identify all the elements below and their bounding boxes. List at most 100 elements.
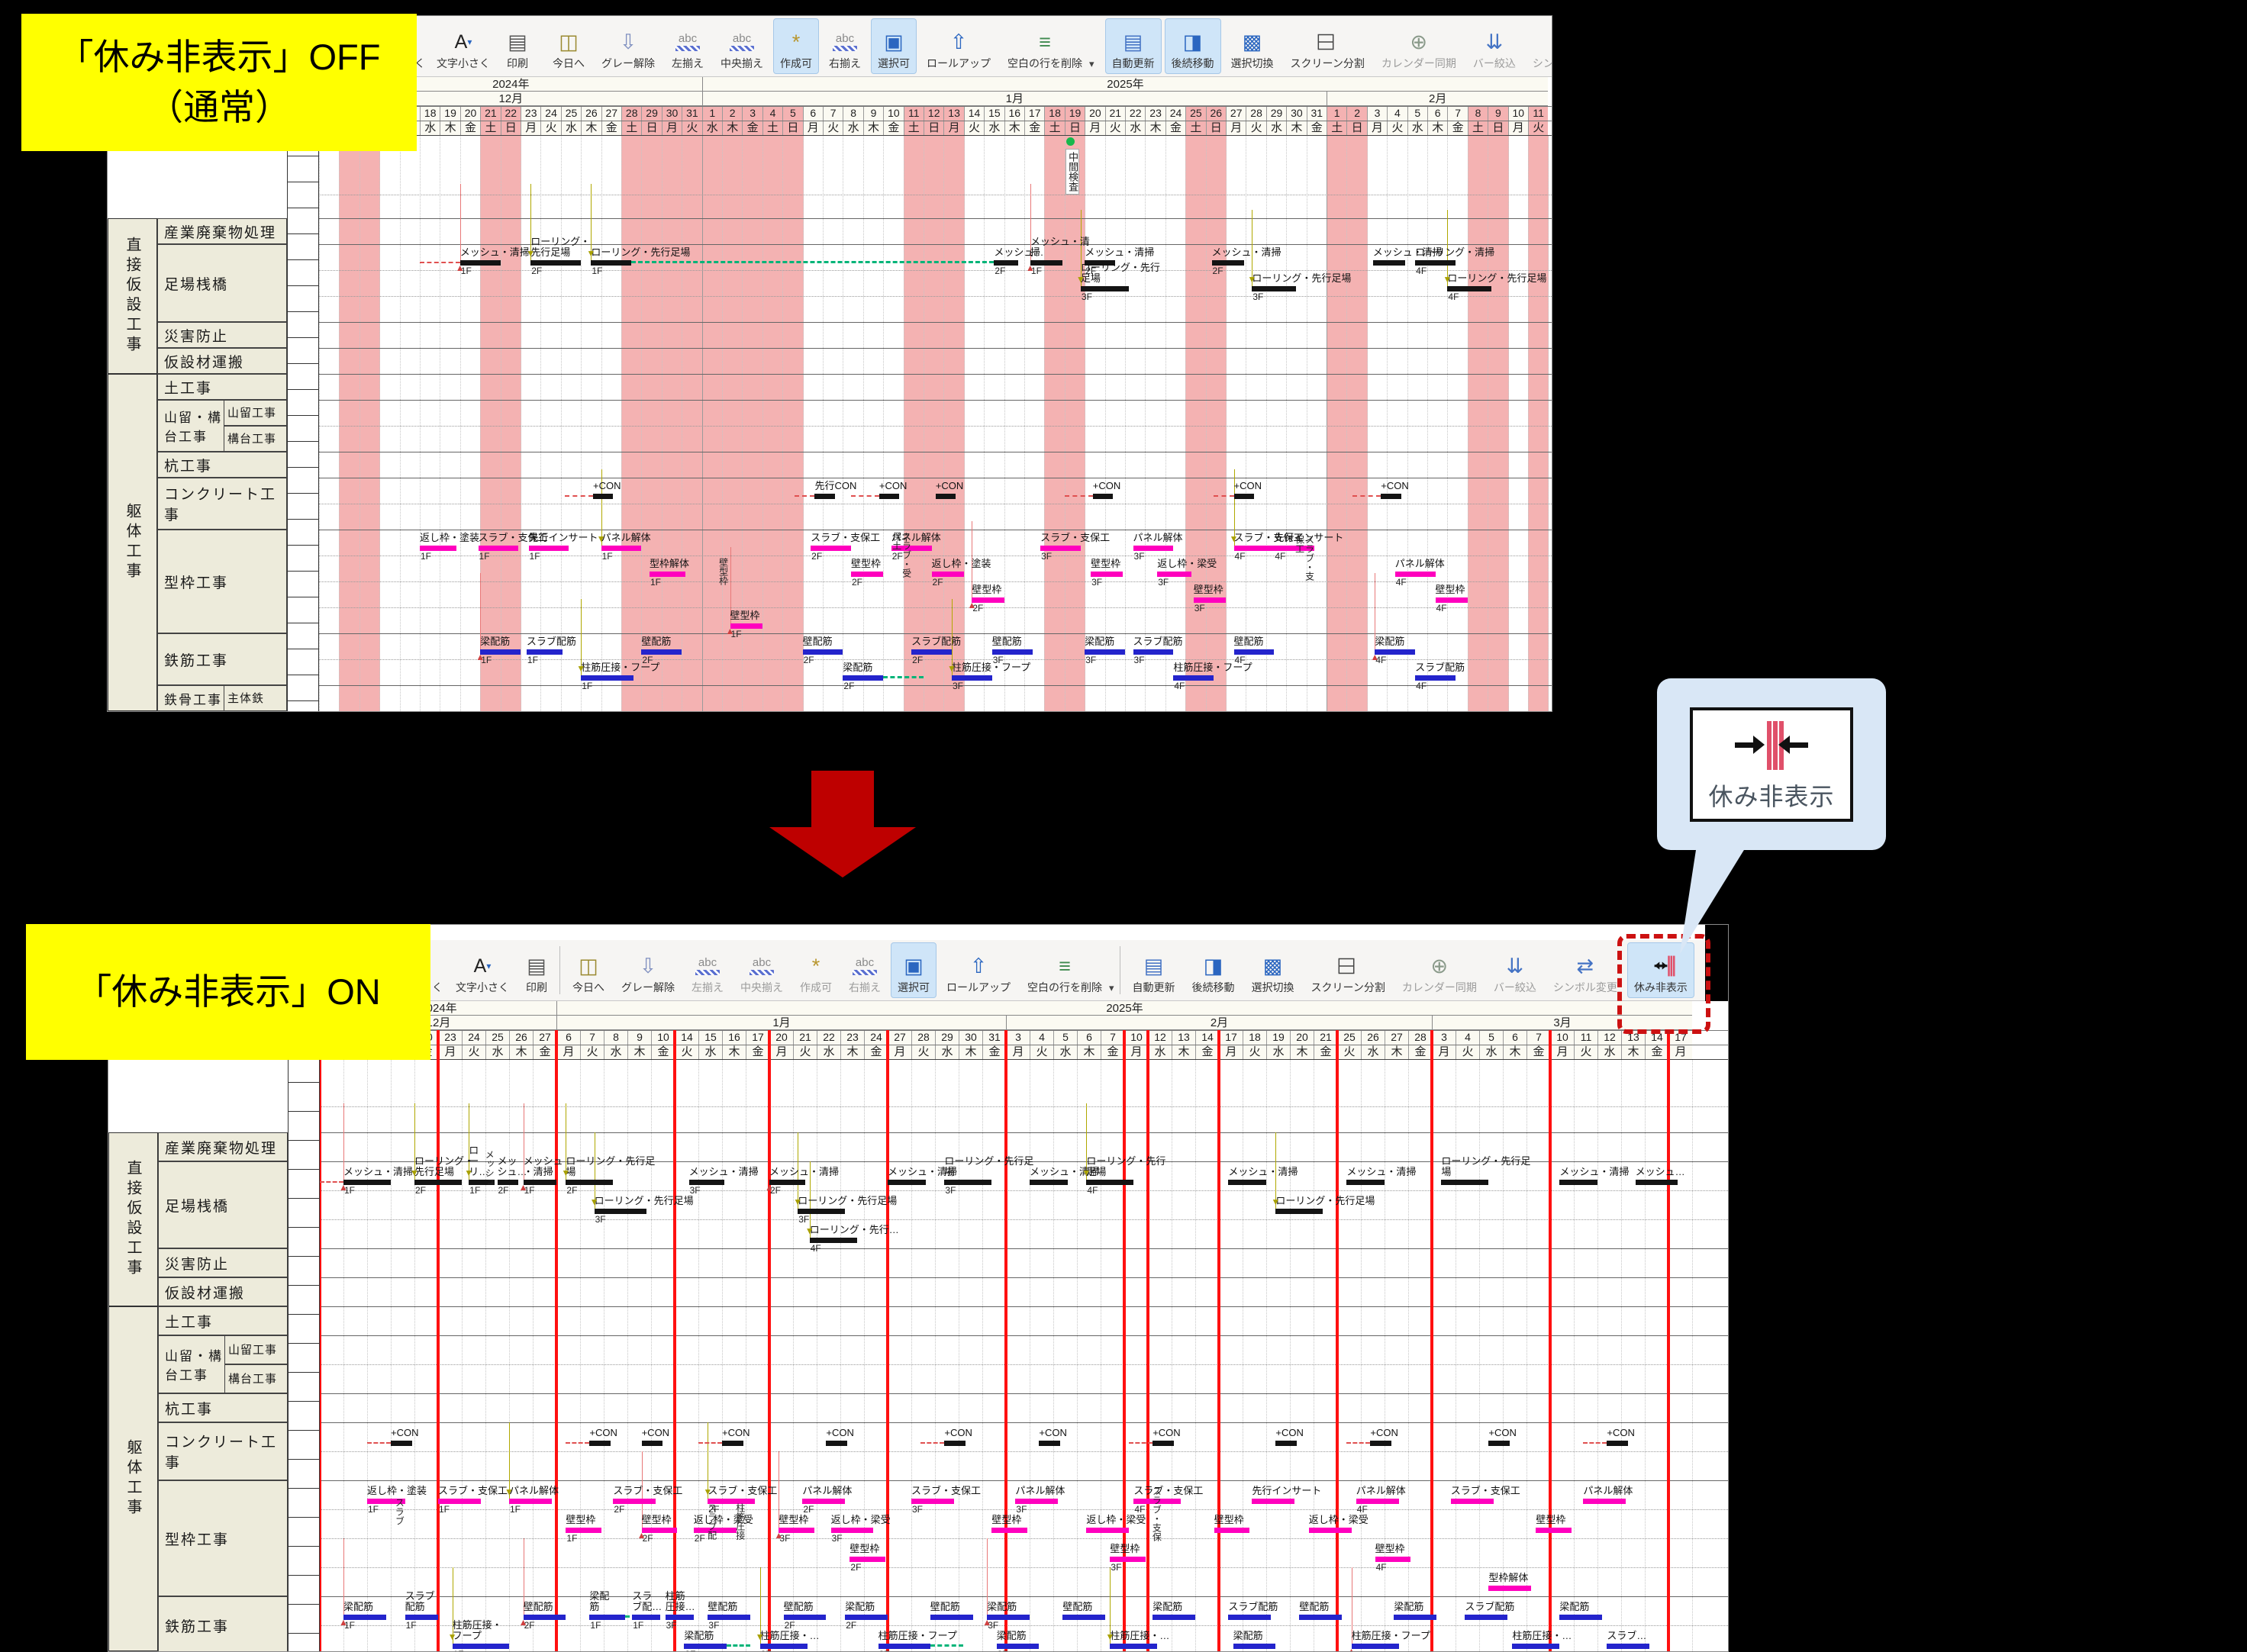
gantt-bar[interactable]	[826, 1441, 848, 1446]
gantt-bar[interactable]	[1375, 1557, 1411, 1562]
toolbar-button[interactable]: abc 中央揃え	[733, 942, 790, 998]
gantt-bar[interactable]	[1370, 1441, 1392, 1446]
gantt-bar[interactable]	[343, 1615, 386, 1620]
gantt-bar[interactable]	[438, 1499, 481, 1504]
gantt-bar[interactable]	[452, 1644, 509, 1649]
gantt-bar[interactable]	[845, 1615, 888, 1620]
gantt-bar[interactable]	[1275, 1441, 1298, 1446]
toolbar-button[interactable]: ▣ 選択可	[871, 18, 917, 74]
gantt-bar[interactable]	[420, 546, 456, 551]
gantt-bar[interactable]	[414, 1180, 462, 1185]
gantt-bar[interactable]	[478, 546, 519, 551]
gantt-bar[interactable]	[944, 1180, 992, 1185]
toolbar-button[interactable]: ◫ 今日へ	[566, 942, 611, 998]
gantt-bar[interactable]	[1415, 260, 1456, 266]
toolbar-button[interactable]: ⊕ カレンダー同期	[1375, 18, 1463, 74]
gantt-bar[interactable]	[759, 1644, 808, 1649]
toolbar-button[interactable]: ⇊ バー絞込	[1487, 942, 1543, 998]
gantt-bar[interactable]	[730, 623, 762, 629]
gantt-bar[interactable]	[665, 1615, 694, 1620]
gantt-bar[interactable]	[1447, 286, 1492, 291]
gantt-bar[interactable]	[649, 572, 686, 577]
gantt-bar[interactable]	[1252, 1499, 1295, 1504]
gantt-bar[interactable]	[693, 1528, 737, 1533]
gantt-bar[interactable]	[878, 1644, 930, 1649]
toolbar-button[interactable]: ▤ 自動更新	[1104, 18, 1162, 74]
toolbar-button[interactable]: * 作成可	[773, 18, 819, 74]
toolbar-button[interactable]: ≡ 空白の行を削除	[1001, 18, 1089, 74]
gantt-bar[interactable]	[641, 1528, 678, 1533]
toolbar-button[interactable]: abc 左揃え	[665, 18, 711, 74]
gantt-bar[interactable]	[1193, 597, 1226, 603]
gantt-bar[interactable]	[641, 649, 682, 655]
toolbar-button[interactable]: く	[413, 18, 427, 74]
toolbar-button[interactable]: ⇊ バー絞込	[1466, 18, 1523, 74]
gantt-bar[interactable]	[1085, 649, 1125, 655]
toolbar-button[interactable]: ▤ 自動更新	[1126, 942, 1182, 998]
toolbar-button[interactable]: * 作成可	[793, 942, 839, 998]
gantt-bar[interactable]	[891, 546, 932, 551]
toolbar-button[interactable]: ⇄ シンボル変更	[1546, 942, 1624, 998]
gantt-bar[interactable]	[935, 494, 956, 499]
gantt-bar[interactable]	[1299, 1615, 1343, 1620]
gantt-bar[interactable]	[802, 649, 843, 655]
gantt-bar[interactable]	[1133, 546, 1174, 551]
gantt-bar[interactable]	[497, 1180, 519, 1185]
gantt-bar[interactable]	[1415, 675, 1456, 681]
gantt-bar[interactable]	[528, 546, 569, 551]
toolbar-button[interactable]: ▤ 印刷	[500, 18, 535, 74]
toolbar-button[interactable]: ◫ スクリーン分割	[1304, 942, 1392, 998]
gantt-bar[interactable]	[930, 1615, 973, 1620]
gantt-bar[interactable]	[526, 649, 563, 655]
gantt-bar[interactable]	[783, 1615, 827, 1620]
gantt-bar[interactable]	[1233, 1644, 1276, 1649]
gantt-bar[interactable]	[1275, 1209, 1323, 1214]
gantt-bar[interactable]	[1233, 494, 1254, 499]
gantt-bar[interactable]	[972, 597, 1004, 603]
toolbar-button[interactable]: ≡ 空白の行を削除	[1020, 942, 1109, 998]
toolbar-button[interactable]: abc 右揃え	[822, 18, 868, 74]
gantt-bar[interactable]	[1233, 649, 1275, 655]
gantt-bar[interactable]	[1211, 260, 1244, 266]
gantt-bar[interactable]	[888, 1180, 926, 1185]
gantt-bar[interactable]	[1080, 286, 1130, 291]
gantt-bar[interactable]	[911, 1499, 954, 1504]
gantt-bar[interactable]	[1607, 1644, 1650, 1649]
toolbar-button[interactable]: ▣ 選択可	[891, 942, 937, 998]
toolbar-button[interactable]: ◨ 後続移動	[1185, 942, 1242, 998]
gantt-bar[interactable]	[1559, 1615, 1603, 1620]
toolbar-button[interactable]: ⇩ グレー解除	[614, 942, 682, 998]
toolbar-button[interactable]: ▩ 選択切換	[1245, 942, 1301, 998]
gantt-bar[interactable]	[1435, 597, 1468, 603]
gantt-bar[interactable]	[530, 260, 582, 266]
gantt-bar[interactable]	[469, 1180, 495, 1185]
gantt-bar[interactable]	[1091, 572, 1124, 577]
gantt-bar[interactable]	[641, 1441, 663, 1446]
gantt-bar[interactable]	[779, 1528, 814, 1533]
gantt-bar[interactable]	[1394, 572, 1436, 577]
toolbar-button[interactable]: ▩ 選択切換	[1224, 18, 1281, 74]
gantt-bar[interactable]	[1040, 546, 1081, 551]
gantt-bar[interactable]	[1157, 572, 1192, 577]
toolbar-button[interactable]: abc 中央揃え	[714, 18, 770, 74]
gantt-bar[interactable]	[566, 1180, 614, 1185]
gantt-bar[interactable]	[1092, 494, 1114, 499]
gantt-bar[interactable]	[589, 1615, 625, 1620]
gantt-bar[interactable]	[405, 1615, 438, 1620]
gantt-bar[interactable]	[944, 1441, 966, 1446]
gantt-bar[interactable]	[814, 494, 835, 499]
gantt-bar[interactable]	[722, 1441, 743, 1446]
gantt-bar[interactable]	[931, 572, 964, 577]
gantt-bar[interactable]	[1346, 1180, 1385, 1185]
gantt-bar[interactable]	[581, 675, 633, 681]
gantt-bar[interactable]	[480, 649, 521, 655]
gantt-bar[interactable]	[1173, 675, 1214, 681]
gantt-bar[interactable]	[343, 1180, 391, 1185]
gantt-bar[interactable]	[769, 1180, 805, 1185]
gantt-bar[interactable]	[991, 1528, 1027, 1533]
gantt-bar[interactable]	[1214, 1528, 1250, 1533]
gantt-bar[interactable]	[798, 1209, 846, 1214]
gantt-bar[interactable]	[591, 260, 632, 266]
gantt-bar[interactable]	[1153, 1441, 1175, 1446]
gantt-bar[interactable]	[1375, 649, 1416, 655]
